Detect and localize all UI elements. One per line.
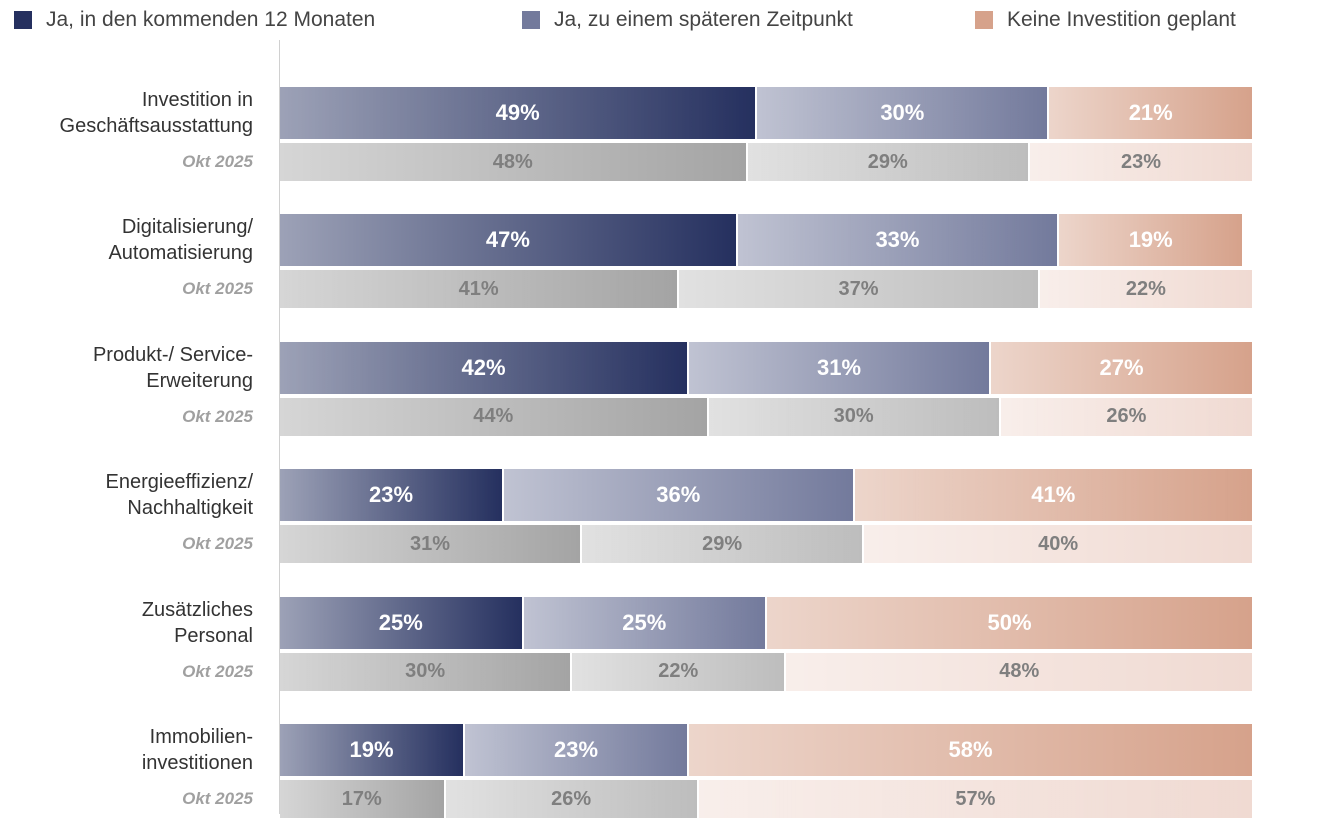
- bar-segment: 30%: [708, 397, 1001, 436]
- bar-segment: 23%: [1029, 143, 1254, 181]
- comparison-label: Okt 2025: [182, 152, 253, 171]
- bar-segment: 40%: [864, 525, 1254, 564]
- bar-segment: 47%: [280, 214, 738, 267]
- value-label: 42%: [461, 354, 506, 380]
- bar-segment: 31%: [280, 525, 582, 564]
- bar-segment: 26%: [445, 780, 699, 818]
- value-label: 23%: [368, 482, 414, 508]
- value-label: 17%: [341, 787, 382, 810]
- category-label: Produkt-/ Service- Erweiterung: [92, 343, 253, 392]
- value-label: 22%: [1125, 277, 1166, 300]
- value-label: 44%: [473, 405, 514, 428]
- value-label: 29%: [867, 150, 908, 173]
- bar-segment: 22%: [1039, 270, 1254, 309]
- bar-segment: 26%: [1000, 397, 1254, 436]
- legend-swatch: [14, 11, 32, 29]
- value-label: 22%: [658, 660, 699, 683]
- bar-segment: 19%: [280, 724, 466, 776]
- value-label: 36%: [656, 482, 701, 508]
- category-label: Energieeffizienz/ Nachhaltigkeit: [105, 471, 254, 520]
- comparison-label: Okt 2025: [182, 534, 253, 554]
- value-label: 48%: [492, 150, 533, 173]
- value-label: 26%: [1106, 405, 1147, 428]
- axis-line: [279, 40, 280, 814]
- bar-segment: 41%: [280, 270, 680, 309]
- bar-segment: 23%: [280, 469, 505, 522]
- value-label: 41%: [458, 277, 499, 300]
- value-label: 29%: [702, 532, 743, 555]
- value-label: 37%: [838, 277, 879, 300]
- value-label: 26%: [551, 787, 592, 810]
- value-label: 23%: [554, 737, 599, 762]
- bar-segment: 22%: [572, 652, 787, 691]
- bar-segment: 42%: [280, 341, 690, 394]
- value-label: 48%: [999, 660, 1040, 683]
- value-label: 31%: [409, 532, 450, 555]
- value-label: 19%: [349, 737, 394, 762]
- bar-segment: 30%: [757, 87, 1050, 139]
- value-label: 41%: [1031, 482, 1076, 508]
- value-label: 27%: [1099, 354, 1144, 380]
- value-label: 30%: [405, 660, 446, 683]
- legend-label: Ja, zu einem späteren Zeitpunkt: [554, 8, 853, 31]
- bar-segment: 17%: [280, 780, 446, 818]
- bar-segment: 49%: [280, 87, 758, 139]
- bar-segment: 30%: [280, 652, 573, 691]
- bar-segment: 23%: [465, 724, 690, 776]
- category-label: Immobilien- investitionen: [141, 726, 253, 774]
- comparison-label: Okt 2025: [182, 661, 253, 681]
- value-label: 30%: [833, 405, 874, 428]
- bar-segment: 37%: [679, 270, 1040, 309]
- bar-segment: 48%: [786, 652, 1254, 691]
- value-label: 19%: [1128, 227, 1173, 253]
- value-label: 25%: [378, 609, 423, 635]
- comparison-label: Okt 2025: [182, 406, 253, 426]
- bar-segment: 57%: [698, 780, 1254, 818]
- bar-segment: 44%: [280, 397, 709, 436]
- category-label: Digitalisierung/ Automatisierung: [108, 216, 253, 265]
- legend-swatch: [975, 11, 993, 29]
- bar-segment: 27%: [991, 341, 1254, 394]
- value-label: 30%: [880, 100, 925, 125]
- bar-segment: 33%: [737, 214, 1060, 267]
- value-label: 47%: [485, 227, 530, 253]
- bar-segment: 58%: [689, 724, 1254, 776]
- bar-segment: 29%: [581, 525, 865, 564]
- bar-segment: 25%: [523, 596, 767, 649]
- value-label: 31%: [817, 354, 862, 380]
- bar-segment: 41%: [854, 469, 1254, 522]
- value-label: 58%: [948, 737, 993, 762]
- bar-segment: 29%: [747, 143, 1030, 181]
- value-label: 40%: [1038, 532, 1079, 555]
- bar-segment: 36%: [504, 469, 855, 522]
- value-label: 21%: [1128, 100, 1173, 125]
- value-label: 49%: [495, 100, 540, 125]
- value-label: 57%: [955, 787, 996, 810]
- bar-segment: 48%: [280, 143, 748, 181]
- category-label: Zusätzliches Personal: [141, 598, 253, 647]
- legend-label: Keine Investition geplant: [1007, 8, 1236, 31]
- legend-swatch: [522, 11, 540, 29]
- category-label: Investition in Geschäftsausstattung: [59, 89, 253, 137]
- value-label: 23%: [1120, 150, 1161, 173]
- legend-label: Ja, in den kommenden 12 Monaten: [46, 8, 376, 31]
- value-label: 25%: [622, 609, 667, 635]
- bar-segment: 21%: [1049, 87, 1254, 139]
- value-label: 50%: [987, 609, 1032, 635]
- bar-segment: 19%: [1059, 214, 1245, 267]
- bar-segment: 50%: [767, 596, 1254, 649]
- comparison-label: Okt 2025: [182, 789, 253, 808]
- bar-segment: 31%: [689, 341, 992, 394]
- value-label: 33%: [875, 227, 920, 253]
- comparison-label: Okt 2025: [182, 279, 253, 299]
- bar-segment: 25%: [280, 596, 524, 649]
